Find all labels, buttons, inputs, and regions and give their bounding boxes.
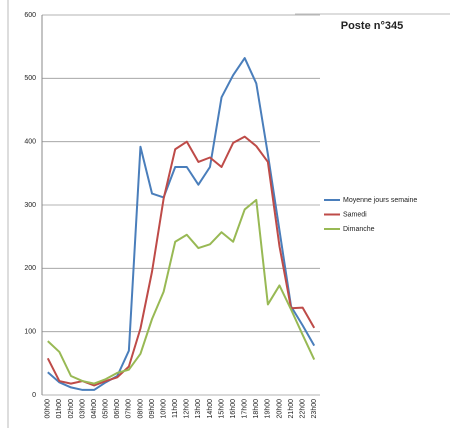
y-tick-label: 400 [24,139,36,146]
legend-label: Samedi [343,211,367,218]
x-tick-label: 03h00 [79,399,86,419]
x-tick-label: 14h00 [207,399,214,419]
x-tick-label: 21h00 [288,399,295,419]
chart-title: Poste n°345 [341,20,403,32]
x-tick-label: 18h00 [253,399,260,419]
x-tick-label: 07h00 [126,399,133,419]
x-tick-label: 13h00 [195,399,202,419]
y-tick-label: 200 [24,265,36,272]
x-tick-label: 12h00 [184,399,191,419]
x-tick-label: 20h00 [276,399,283,419]
x-tick-label: 15h00 [218,399,225,419]
legend-label: Dimanche [343,226,375,233]
series-line [47,198,316,385]
x-tick-label: 23h00 [311,399,318,419]
x-tick-label: 00h00 [45,399,52,419]
x-tick-label: 10h00 [160,399,167,419]
x-tick-label: 09h00 [149,399,156,419]
y-tick-label: 300 [24,202,36,209]
x-tick-label: 17h00 [242,399,249,419]
x-tick-label: 19h00 [265,399,272,419]
y-tick-label: 100 [24,329,36,336]
series-line [46,135,316,387]
y-tick-label: 500 [24,75,36,82]
y-tick-label: 600 [24,12,36,19]
x-tick-label: 01h00 [56,399,63,419]
x-tick-label: 16h00 [230,399,237,419]
x-tick-label: 22h00 [299,399,306,419]
x-tick-label: 02h00 [68,399,75,419]
x-tick-label: 08h00 [137,399,144,419]
x-tick-label: 05h00 [103,399,110,419]
y-tick-label: 0 [32,392,36,399]
legend-label: Moyenne jours semaine [343,197,417,204]
x-tick-label: 04h00 [91,399,98,419]
series-line [47,57,316,391]
x-tick-label: 06h00 [114,399,121,419]
x-tick-label: 11h00 [172,399,179,418]
